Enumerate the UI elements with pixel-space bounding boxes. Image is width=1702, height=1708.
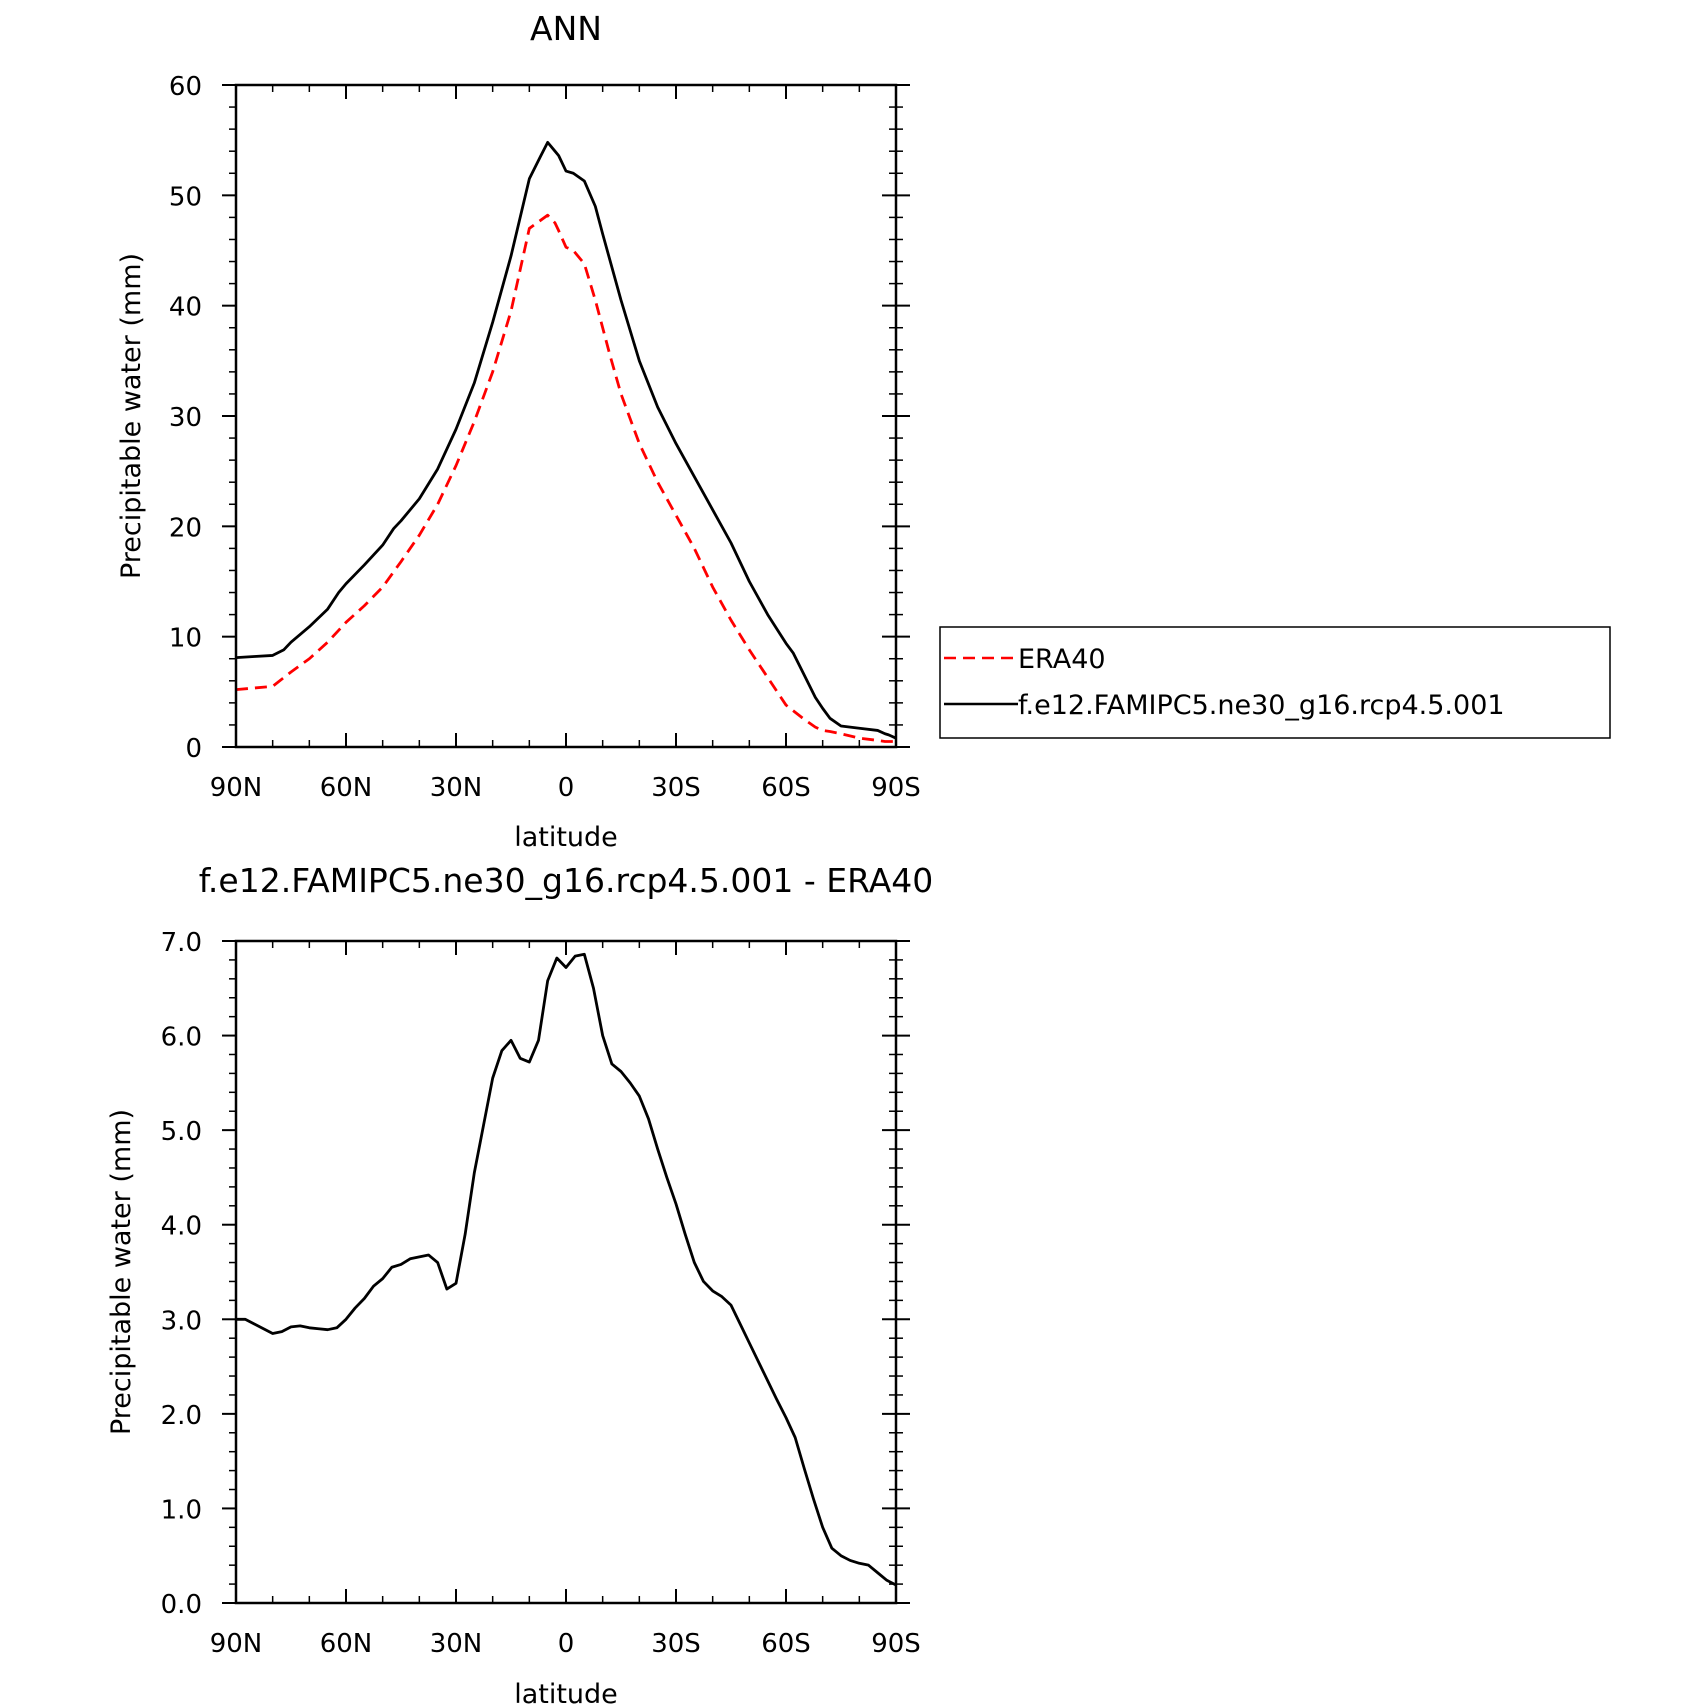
top-panel-series xyxy=(235,140,897,743)
bottom-panel-title: f.e12.FAMIPC5.ne30_g16.rcp4.5.001 - ERA4… xyxy=(199,861,934,900)
top-x-tick-label: 60N xyxy=(320,773,373,803)
top-y-tick-label: 30 xyxy=(169,403,202,433)
top-y-tick-label: 0 xyxy=(185,734,202,764)
top-x-axis-label: latitude xyxy=(514,822,618,853)
top-y-axis-label: Precipitable water (mm) xyxy=(116,253,147,579)
bottom-x-tick-label: 60S xyxy=(761,1629,811,1659)
top-x-tick-label: 30S xyxy=(651,773,701,803)
legend: ERA40 f.e12.FAMIPC5.ne30_g16.rcp4.5.001 xyxy=(939,626,1611,739)
bottom-series-line-diff xyxy=(236,952,897,1587)
bottom-y-tick-label: 4.0 xyxy=(161,1212,202,1242)
top-x-tick-label: 30N xyxy=(430,773,483,803)
bottom-y-tick-label: 0.0 xyxy=(161,1590,202,1620)
top-plot-frame xyxy=(234,83,898,749)
bottom-x-tick-label: 30N xyxy=(430,1629,483,1659)
legend-era40-label: ERA40 xyxy=(1018,644,1106,675)
bottom-y-tick-label: 2.0 xyxy=(161,1401,202,1431)
bottom-x-tick-label: 30S xyxy=(651,1629,701,1659)
bottom-x-tick-label: 90N xyxy=(210,1629,263,1659)
top-panel-title: ANN xyxy=(530,9,602,48)
top-panel: ANN 90N 60N 30N 0 30S 60S 90S 0 10 20 30 40 50 60 lat… xyxy=(116,9,921,853)
top-x-tick-label: 90S xyxy=(871,773,921,803)
bottom-x-tick-label: 60N xyxy=(320,1629,373,1659)
bottom-plot-frame xyxy=(234,939,898,1605)
top-y-tick-label: 40 xyxy=(169,293,202,323)
bottom-y-tick-label: 5.0 xyxy=(161,1117,202,1147)
bottom-x-tick-label: 0 xyxy=(558,1629,575,1659)
top-x-tick-label: 60S xyxy=(761,773,811,803)
bottom-panel-series xyxy=(236,952,897,1587)
bottom-panel: f.e12.FAMIPC5.ne30_g16.rcp4.5.001 - ERA4… xyxy=(106,861,933,1708)
bottom-y-tick-label: 7.0 xyxy=(161,928,202,958)
top-y-tick-label: 50 xyxy=(169,182,202,212)
bottom-x-axis-label: latitude xyxy=(514,1679,618,1708)
top-x-tick-label: 90N xyxy=(210,773,263,803)
bottom-y-tick-label: 1.0 xyxy=(161,1495,202,1525)
top-panel-ticks: 90N 60N 30N 0 30S 60S 90S 0 10 20 30 40 50 60 xyxy=(169,72,921,803)
top-series-line-model xyxy=(235,140,897,740)
top-y-tick-label: 20 xyxy=(169,513,202,543)
bottom-panel-ticks: 90N 60N 30N 0 30S 60S 90S 0.0 1.0 2.0 3.0 4.0 5.0 6.0… xyxy=(161,928,921,1659)
top-series-line-era40 xyxy=(235,213,896,743)
top-x-tick-label: 0 xyxy=(558,773,575,803)
top-y-tick-label: 60 xyxy=(169,72,202,102)
top-y-tick-label: 10 xyxy=(169,624,202,654)
bottom-y-axis-label: Precipitable water (mm) xyxy=(106,1109,137,1435)
bottom-x-tick-label: 90S xyxy=(871,1629,921,1659)
bottom-y-tick-label: 3.0 xyxy=(161,1306,202,1336)
bottom-y-tick-label: 6.0 xyxy=(161,1023,202,1053)
legend-box xyxy=(939,626,1611,739)
legend-model-label: f.e12.FAMIPC5.ne30_g16.rcp4.5.001 xyxy=(1018,690,1505,721)
